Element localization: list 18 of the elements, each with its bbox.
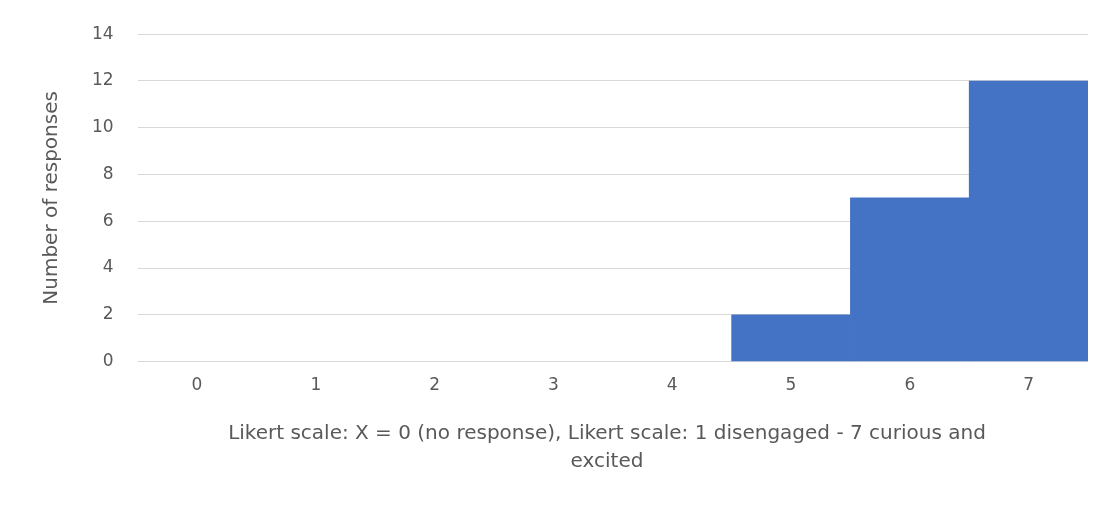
- x-tick-label: 0: [191, 374, 203, 395]
- y-tick-label: 2: [102, 303, 114, 324]
- x-tick-label: 7: [1023, 374, 1035, 395]
- x-tick-label: 2: [429, 374, 441, 395]
- y-tick-label: 8: [102, 162, 114, 183]
- x-axis-title: Likert scale: X = 0 (no response), Likert scale: 1 disengaged - 7 curious and excited: [227, 419, 987, 474]
- x-tick-label: 4: [666, 374, 678, 395]
- y-tick-label: 6: [102, 209, 114, 230]
- x-tick-label: 5: [785, 374, 797, 395]
- x-tick-label: 1: [310, 374, 322, 395]
- y-tick-label: 14: [91, 22, 114, 43]
- y-tick-label: 10: [91, 116, 114, 137]
- y-tick-label: 12: [91, 69, 114, 90]
- y-axis-title: Number of responses: [38, 91, 63, 305]
- y-tick-label: 4: [102, 256, 114, 277]
- x-tick-label: 3: [548, 374, 559, 395]
- y-tick-label: 0: [102, 350, 114, 371]
- x-tick-label: 6: [904, 374, 916, 395]
